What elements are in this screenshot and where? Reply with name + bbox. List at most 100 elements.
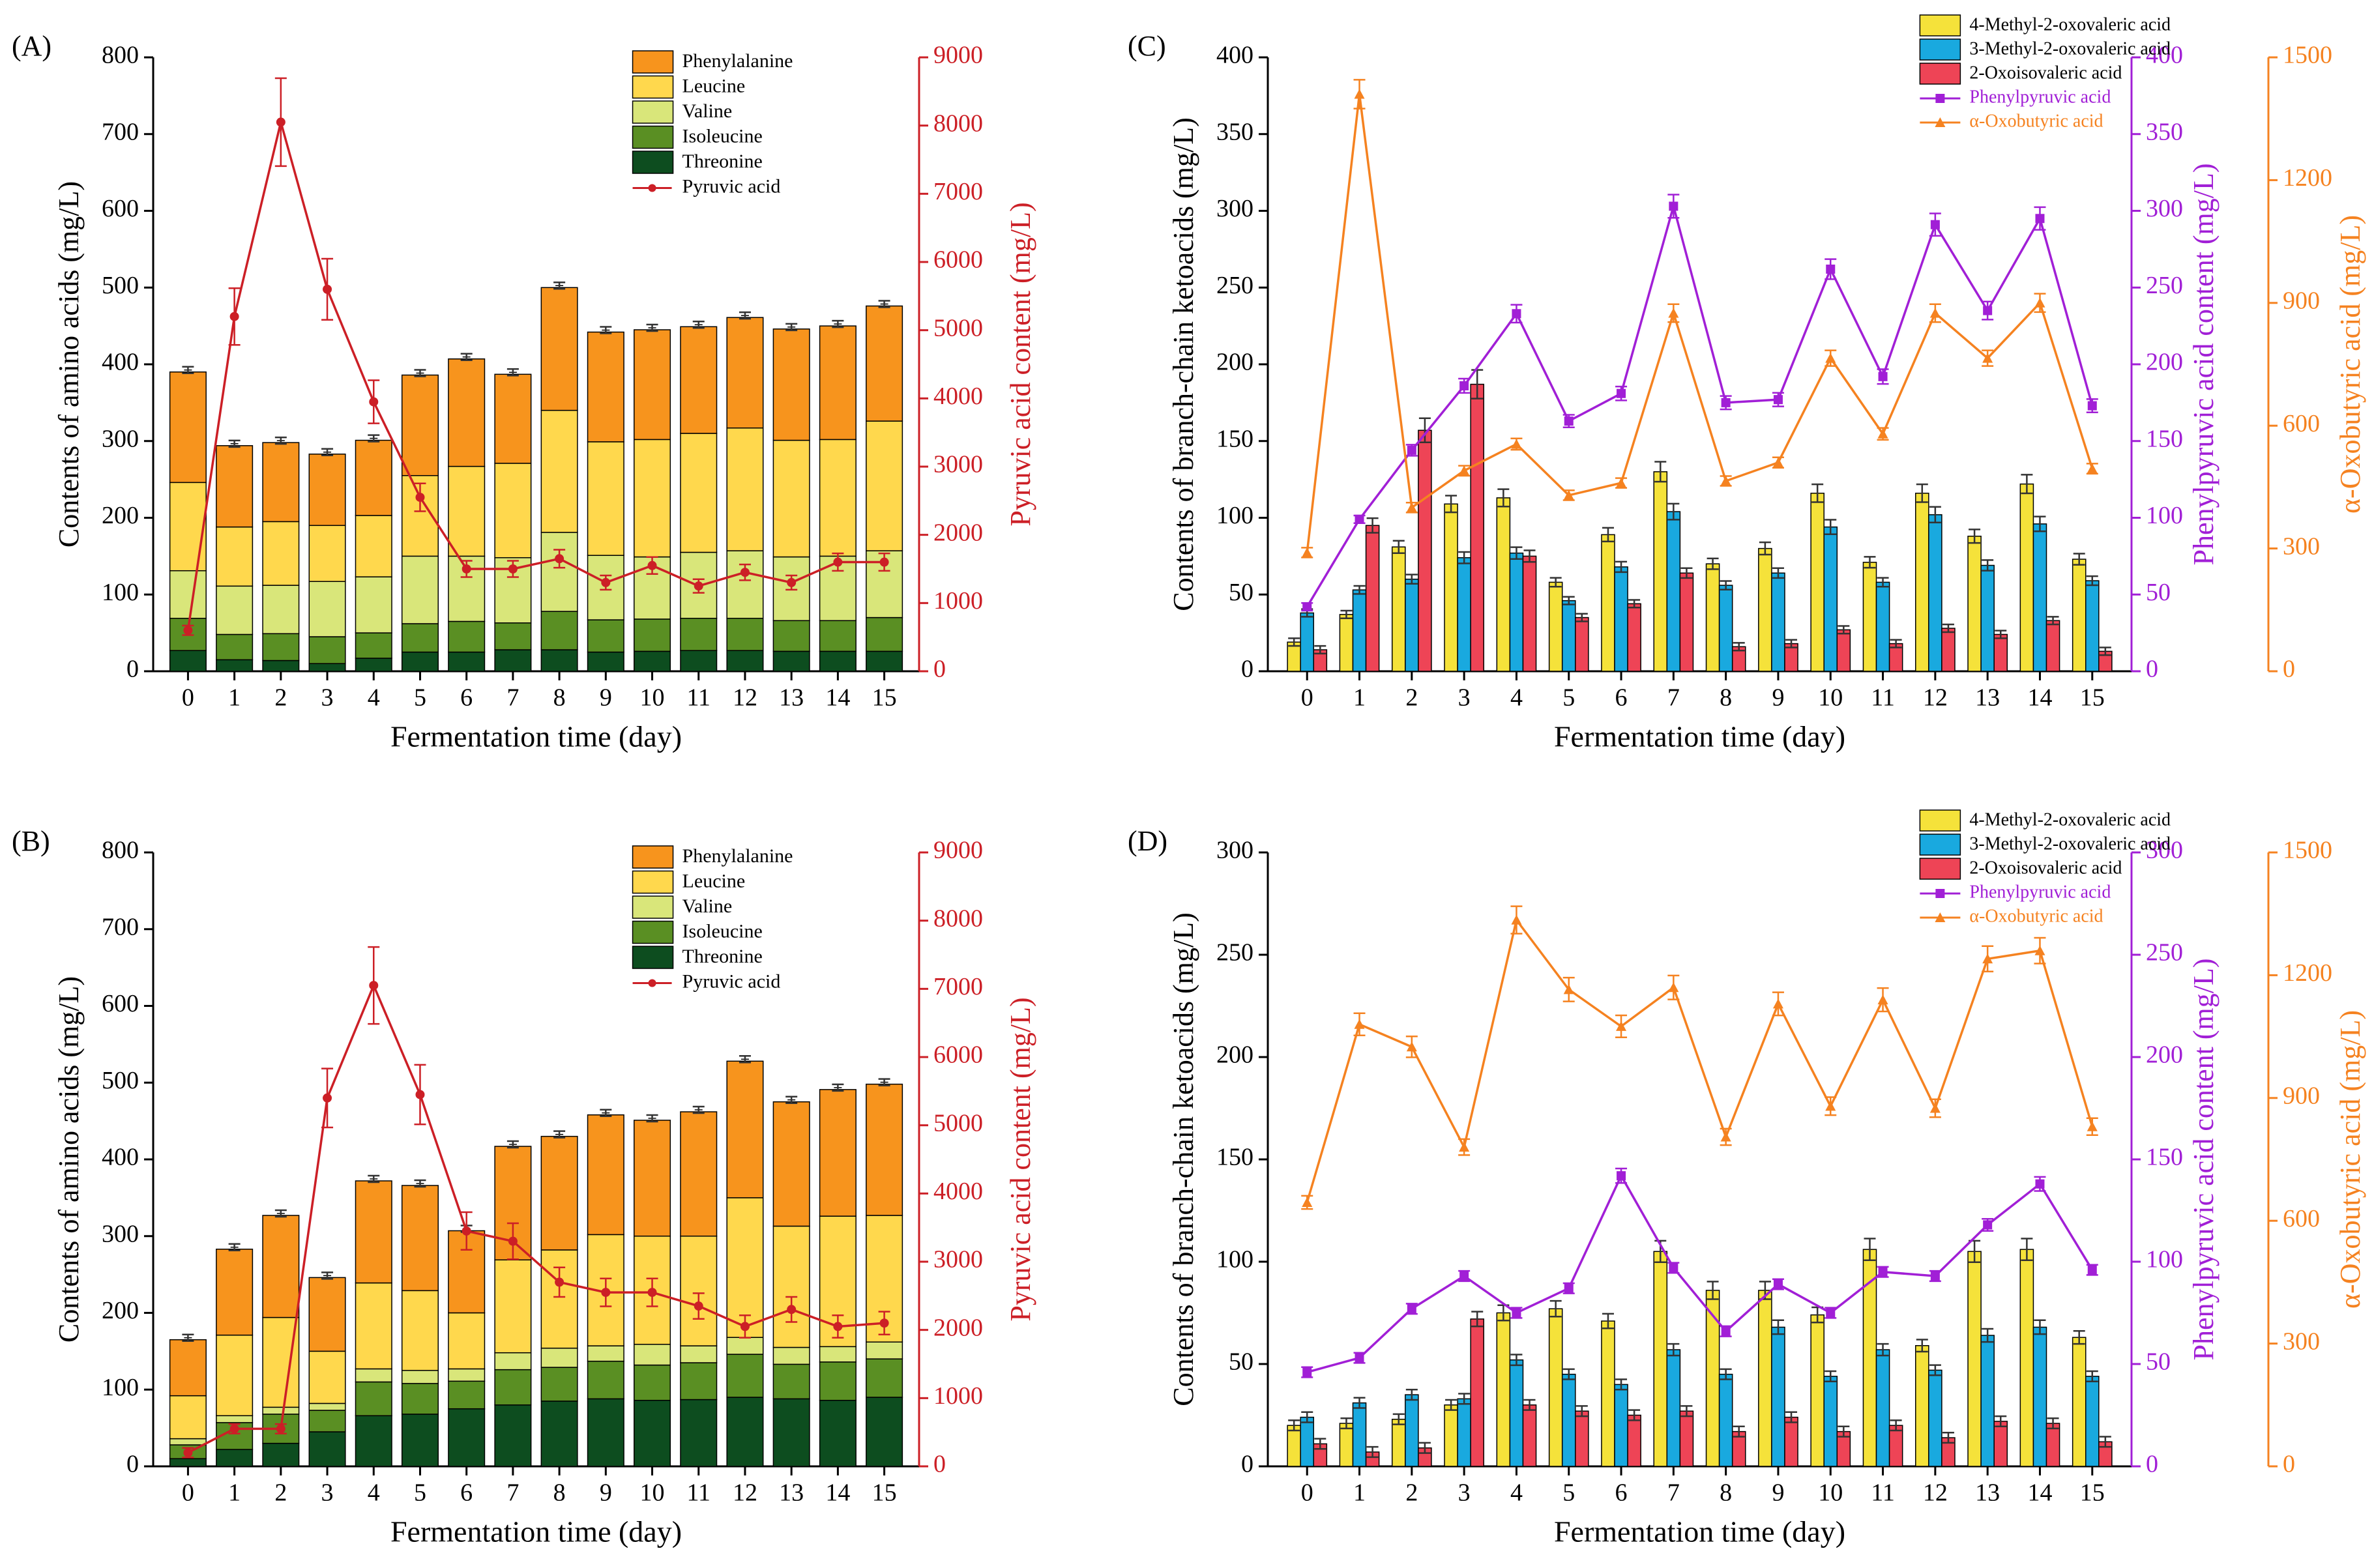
panel-d-bar-s1-day6 — [1614, 1384, 1628, 1467]
panel-c-phenylpyruvic-point-day10 — [1826, 264, 1836, 274]
panel-b-bar-leucine-day0 — [169, 1395, 207, 1440]
panel-a-legend-swatch-threonine — [632, 151, 674, 174]
panel-a-bar-leucine-day0 — [169, 482, 207, 572]
panel-d-line-phenylpyruvic — [1306, 1173, 2094, 1374]
panel-a-bar-isoleucine-day12 — [726, 618, 764, 651]
panel-a-legend-swatch-phenylalanine — [632, 50, 674, 74]
panel-c-y2tick-label: 350 — [2146, 118, 2183, 145]
panel-d-xtick-label: 0 — [1301, 1479, 1313, 1507]
panel-c-bar-s1-day2 — [1405, 578, 1419, 672]
panel-a-y2tick-label: 7000 — [933, 178, 983, 205]
panel-b-bar-valine-day9 — [587, 1345, 624, 1362]
panel-a-bar-phenylalanine-day9 — [587, 331, 624, 443]
panel-b-bar-valine-day7 — [494, 1352, 532, 1371]
panel-b-pyruvic-point-day14 — [833, 1322, 843, 1331]
panel-a-pyruvic-point-day1 — [229, 312, 239, 321]
panel-a-y2label: Pyruvic acid content (mg/L) — [1004, 202, 1036, 526]
panel-a-y2tick-label: 8000 — [933, 109, 983, 137]
panel-a-bar-phenylalanine-day15 — [866, 305, 903, 422]
panel-a-bar-phenylalanine-day5 — [401, 374, 439, 476]
panel-c-y2label: Phenylpyruvic acid content (mg/L) — [2188, 163, 2220, 565]
panel-c-phenylpyruvic-point-day0 — [1302, 602, 1312, 612]
panel-b-bar-threonine-day3 — [308, 1431, 346, 1467]
panel-b-y2tick-label: 9000 — [933, 837, 983, 864]
panel-b-bar-threonine-day9 — [587, 1398, 624, 1467]
panel-b-bar-phenylalanine-day12 — [726, 1060, 764, 1198]
panel-a-bar-phenylalanine-day11 — [680, 326, 718, 434]
panel-c-oxobutyric-point-day14 — [2034, 297, 2045, 308]
panel-a-y2tick-label: 1000 — [933, 587, 983, 615]
panel-b-xtick-label: 5 — [414, 1479, 426, 1507]
panel-a-bar-threonine-day9 — [587, 651, 624, 672]
panel-b-bar-isoleucine-day4 — [355, 1381, 392, 1417]
panel-b-bar-threonine-day12 — [726, 1397, 764, 1467]
panel-a-bar-valine-day12 — [726, 550, 764, 619]
panel-c-bar-s0-day2 — [1391, 546, 1406, 672]
panel-a-bar-threonine-day10 — [634, 650, 671, 672]
panel-d-oxobutyric-point-day1 — [1354, 1019, 1365, 1029]
panel-b-bar-threonine-day7 — [494, 1404, 532, 1467]
panel-b-bar-phenylalanine-day1 — [216, 1249, 254, 1336]
panel-a-xtick-label: 4 — [368, 684, 380, 712]
panel-b-legend-swatch-leucine — [632, 870, 674, 894]
panel-a-pyruvic-point-day13 — [787, 577, 797, 587]
panel-a-pyruvic-point-day14 — [833, 557, 843, 567]
panel-b-y2tick-label: 0 — [933, 1451, 946, 1478]
panel-b-bar-valine-day6 — [448, 1368, 486, 1382]
panel-a-xtick-label: 6 — [460, 684, 473, 712]
panel-c-bar-s1-day3 — [1457, 557, 1471, 672]
panel-c-bar-s2-day13 — [1993, 633, 2008, 672]
panel-a-bar-valine-day0 — [169, 570, 207, 619]
panel-c-y2tick-label: 150 — [2146, 425, 2183, 452]
panel-c-y3tick-label: 1500 — [2283, 42, 2332, 69]
panel-c-bar-s2-day5 — [1575, 617, 1589, 672]
panel-b-xtick-label: 9 — [600, 1479, 612, 1507]
panel-a-pyruvic-point-day2 — [276, 117, 286, 127]
panel-b-bar-valine-day12 — [726, 1337, 764, 1355]
panel-a-pyruvic-point-day3 — [323, 284, 332, 294]
panel-c-bar-s2-day2 — [1418, 429, 1432, 672]
panel-d-legend-2-swatch — [1919, 858, 1961, 880]
panel-a-bar-threonine-day3 — [308, 663, 346, 672]
panel-a-bar-threonine-day5 — [401, 651, 439, 672]
panel-b-bar-valine-day4 — [355, 1368, 392, 1383]
panel-c-ylabel: Contents of branch-chain ketoacids (mg/L… — [1167, 117, 1199, 611]
panel-b-bar-isoleucine-day10 — [634, 1364, 671, 1401]
panel-d-bar-s0-day3 — [1444, 1404, 1458, 1467]
panel-c-xtick-label: 7 — [1667, 684, 1680, 712]
panel-b-pyruvic-point-day6 — [462, 1226, 471, 1236]
panel-a-bar-valine-day4 — [355, 576, 392, 633]
panel-c-oxobutyric-point-day7 — [1668, 308, 1679, 318]
panel-d-phenylpyruvic-point-day6 — [1617, 1171, 1626, 1181]
panel-d-bar-s1-day4 — [1509, 1359, 1524, 1467]
panel-d-y2label: Phenylpyruvic acid content (mg/L) — [2188, 958, 2220, 1360]
panel-d-phenylpyruvic-point-day7 — [1669, 1263, 1678, 1273]
panel-b-legend-swatch-phenylalanine — [632, 845, 674, 869]
panel-b-legend-swatch-isoleucine — [632, 920, 674, 944]
panel-b-pyruvic-point-day11 — [694, 1301, 703, 1311]
panel-c-phenylpyruvic-point-day1 — [1355, 514, 1364, 524]
panel-c-bar-s1-day6 — [1614, 566, 1628, 672]
panel-d-bar-s1-day14 — [2032, 1326, 2047, 1467]
panel-b-label: (B) — [12, 825, 50, 857]
panel-d-xtick-label: 1 — [1353, 1479, 1366, 1507]
panel-d-bar-s2-day7 — [1679, 1410, 1694, 1467]
panel-d-oxobutyric-point-day13 — [1982, 953, 1993, 964]
panel-d-legend-4-marker — [1935, 912, 1946, 922]
panel-c-ytick-label: 200 — [1216, 349, 1253, 376]
panel-d-bar-s1-day2 — [1405, 1394, 1419, 1467]
panel-a-y2tick-label: 6000 — [933, 246, 983, 274]
panel-a-bar-isoleucine-day14 — [819, 620, 857, 652]
panel-b-bar-leucine-day5 — [401, 1290, 439, 1371]
panel-a-ytick-label: 0 — [126, 656, 139, 683]
panel-b-bar-threonine-day13 — [772, 1398, 810, 1467]
panel-d-legend-1-swatch — [1919, 834, 1961, 856]
panel-b-bar-threonine-day2 — [262, 1442, 300, 1467]
panel-b-y2tick-label: 1000 — [933, 1382, 983, 1410]
panel-d-bar-s1-day15 — [2085, 1376, 2100, 1467]
panel-d-y2tick-label: 150 — [2146, 1144, 2183, 1171]
panel-a-bar-valine-day1 — [216, 585, 254, 635]
panel-c-ytick-label: 0 — [1241, 656, 1253, 683]
panel-c-bar-s2-day4 — [1522, 555, 1537, 672]
panel-d-bar-s0-day0 — [1287, 1425, 1301, 1467]
